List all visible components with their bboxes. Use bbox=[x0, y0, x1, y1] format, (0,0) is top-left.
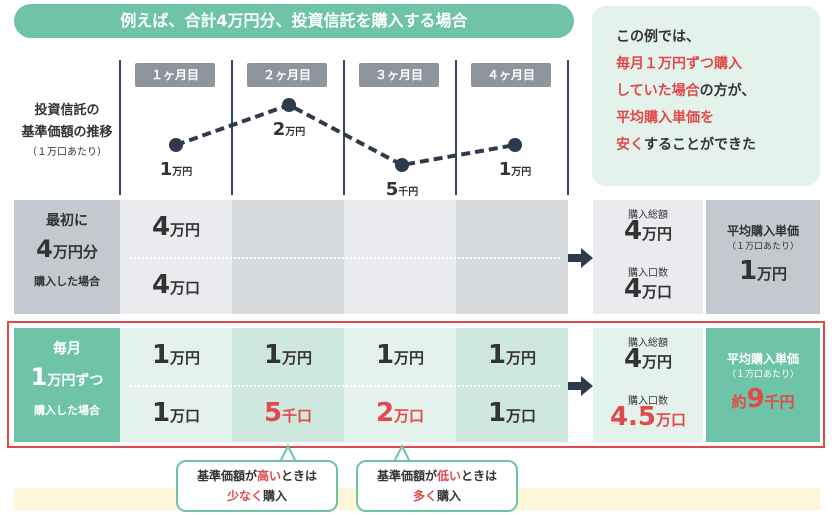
chart-label: 投資信託の 基準価額の推移 （１万口あたり） bbox=[12, 100, 122, 162]
note-high-price: 基準価額が高いときは 少なく購入 bbox=[176, 460, 338, 512]
divider bbox=[343, 60, 345, 195]
note-low-price: 基準価額が低いときは 多く購入 bbox=[356, 460, 518, 512]
price-point-label: 1万円 bbox=[160, 159, 193, 180]
monthly-units-1: 1万口 bbox=[151, 398, 201, 428]
monthly-total-box bbox=[593, 328, 703, 442]
price-point-label: 1万円 bbox=[499, 159, 532, 180]
monthly-total: 4万円 bbox=[623, 344, 673, 374]
divider bbox=[231, 60, 233, 195]
monthly-label-line-2: 1万円ずつ bbox=[30, 363, 104, 391]
monthly-units-4: 1万口 bbox=[487, 398, 537, 428]
price-point bbox=[395, 158, 409, 172]
month-header-2: ２ヶ月目 bbox=[247, 63, 327, 87]
lump-total-units: 4万口 bbox=[623, 274, 673, 304]
monthly-total-label: 購入総額 bbox=[628, 338, 668, 349]
monthly-label-line-1: 毎月 bbox=[53, 341, 81, 357]
row-separator bbox=[130, 257, 560, 259]
lump-label-line-2: 4万円分 bbox=[36, 235, 98, 263]
callout-line-2: 毎月１万円ずつ購入 bbox=[616, 56, 742, 72]
title-banner: 例えば、合計4万円分、投資信託を購入する場合 bbox=[14, 4, 574, 38]
price-series-line bbox=[175, 102, 516, 168]
lump-label-box bbox=[14, 200, 120, 314]
price-point bbox=[169, 138, 183, 152]
highlight-frame bbox=[7, 321, 825, 448]
monthly-label-line-3: 購入した場合 bbox=[34, 404, 100, 417]
price-point bbox=[282, 98, 296, 112]
callout-line-5: 安くすることができた bbox=[616, 137, 756, 153]
price-line-chart: 1万円 2万円 5千円 1万円 bbox=[160, 98, 532, 200]
monthly-average-sub: （１万口あたり） bbox=[726, 370, 799, 380]
lump-average-box bbox=[706, 200, 820, 314]
arrow-right-icon bbox=[568, 376, 593, 396]
monthly-amount-4: 1万円 bbox=[487, 340, 537, 370]
lump-average: 平均購入単価 （１万口あたり） 1万円 bbox=[706, 222, 820, 286]
price-point-label: 5千円 bbox=[386, 179, 419, 200]
monthly-label-box bbox=[14, 328, 120, 442]
divider bbox=[567, 60, 569, 195]
lump-average-title: 平均購入単価 bbox=[726, 224, 799, 238]
lump-total-box bbox=[593, 200, 703, 314]
monthly-units-label: 購入口数 bbox=[628, 396, 668, 407]
lump-label-line-3: 購入した場合 bbox=[34, 275, 100, 288]
lump-units-label: 購入口数 bbox=[628, 268, 668, 279]
divider bbox=[455, 60, 457, 195]
monthly-average: 平均購入単価 （１万口あたり） 約9千円 bbox=[706, 350, 820, 414]
lump-average-sub: （１万口あたり） bbox=[726, 242, 799, 252]
monthly-amount-1: 1万円 bbox=[151, 340, 201, 370]
monthly-units-3: 2万口 bbox=[375, 398, 425, 428]
divider bbox=[119, 60, 121, 195]
chart-label-line-1: 投資信託の bbox=[34, 103, 100, 118]
monthly-units-2: 5千口 bbox=[263, 398, 313, 428]
monthly-average-box bbox=[706, 328, 820, 442]
lump-label-line-1: 最初に bbox=[46, 213, 88, 229]
callout-line-3: していた場合の方が、 bbox=[616, 83, 756, 99]
lump-total-label: 購入総額 bbox=[628, 210, 668, 221]
monthly-amount-2: 1万円 bbox=[263, 340, 313, 370]
monthly-average-value: 約9千円 bbox=[731, 384, 795, 414]
price-point-label: 2万円 bbox=[273, 119, 306, 140]
lump-total: 4万円 bbox=[623, 216, 673, 246]
monthly-label: 毎月 1万円ずつ 購入した場合 bbox=[14, 338, 120, 424]
month-header-1: １ヶ月目 bbox=[135, 63, 215, 87]
row-separator bbox=[130, 385, 560, 387]
monthly-average-title: 平均購入単価 bbox=[726, 352, 799, 366]
lump-amount: 4万円 bbox=[151, 212, 201, 242]
callout-line-1: この例では、 bbox=[616, 29, 700, 45]
arrow-right-icon bbox=[568, 248, 593, 268]
monthly-amount-3: 1万円 bbox=[375, 340, 425, 370]
price-point bbox=[508, 138, 522, 152]
month-header-4: ４ヶ月目 bbox=[471, 63, 551, 87]
lump-label: 最初に 4万円分 購入した場合 bbox=[14, 210, 120, 295]
month-header-3: ３ヶ月目 bbox=[359, 63, 439, 87]
lump-units: 4万口 bbox=[151, 270, 201, 300]
callout-line-4: 平均購入単価を bbox=[616, 110, 714, 126]
summary-callout: この例では、 毎月１万円ずつ購入 していた場合の方が、 平均購入単価を 安くする… bbox=[592, 6, 820, 186]
title-text: 例えば、合計4万円分、投資信託を購入する場合 bbox=[120, 11, 468, 30]
monthly-total-units: 4.5万口 bbox=[609, 402, 687, 432]
chart-label-line-2: 基準価額の推移 bbox=[21, 125, 113, 140]
chart-label-line-3: （１万口あたり） bbox=[27, 147, 107, 158]
